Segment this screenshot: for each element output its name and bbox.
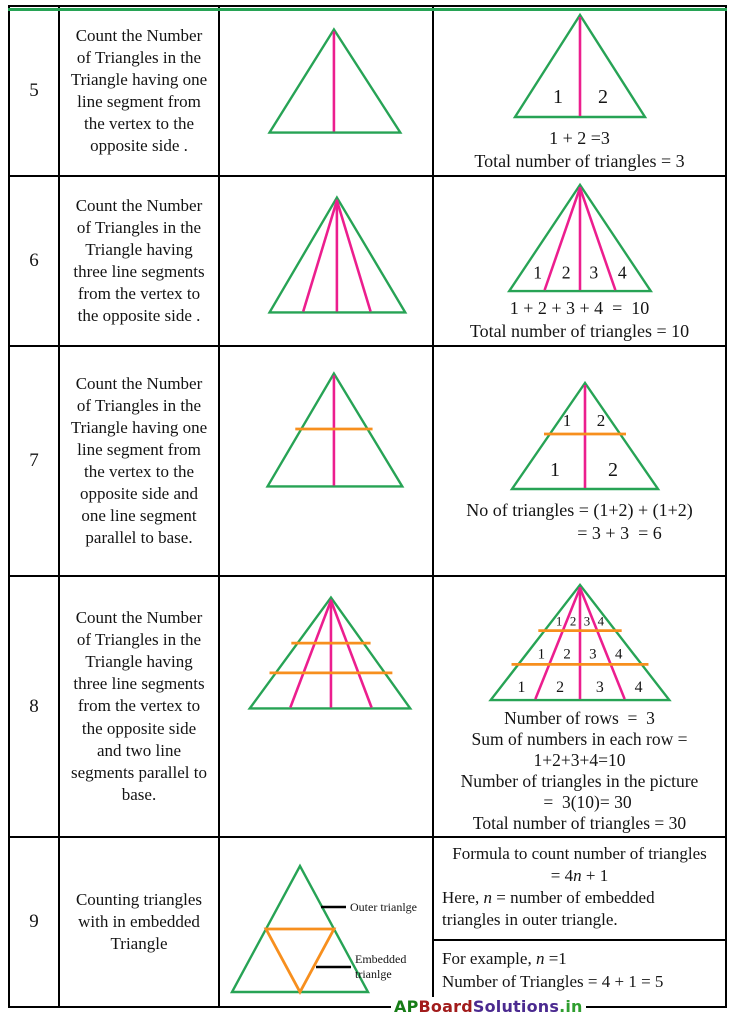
region-label: 1 [550, 459, 560, 481]
solution-cell: 1 2 1 2 No of triangles = (1+2) + (1+2) … [434, 347, 725, 575]
table-row-7: 7 Count the Number of Triangles in the T… [10, 347, 725, 577]
region-label: 3 [595, 679, 603, 696]
embedded-triangle-diagram: Outer trianlge Embedded trianlge [229, 863, 417, 995]
row-description: Count the Number of Triangles in the Tri… [60, 577, 220, 836]
region-label: 4 [597, 615, 604, 629]
solution-cell: 1 2 3 4 1 + 2 + 3 + 4 = 10 Total number … [434, 177, 725, 345]
region-label: 3 [589, 646, 596, 662]
diagram-cell [220, 7, 434, 175]
region-label: 1 [537, 646, 544, 662]
example-given: For example, n =1 [442, 949, 567, 968]
row-number: 9 [10, 838, 60, 1006]
triangle-one-cevian-diagram [267, 27, 403, 134]
example-result: Number of Triangles = 4 + 1 = 5 [442, 972, 664, 991]
table-row-9: 9 Counting triangles with in embedded Tr… [10, 838, 725, 1006]
table-row-5: 5 Count the Number of Triangles in the T… [10, 7, 725, 177]
solution-cell: Formula to count number of triangles = 4… [434, 838, 725, 1006]
region-label: 4 [617, 262, 626, 282]
region-label: 2 [598, 86, 608, 108]
row-description: Counting triangles with in embedded Tria… [60, 838, 220, 1006]
triangle-counting-table: 5 Count the Number of Triangles in the T… [8, 5, 727, 1008]
region-label: 3 [583, 615, 589, 629]
embedded-triangle-callout-label: trianlge [355, 967, 392, 981]
row-number: 8 [10, 577, 60, 836]
diagram-cell: Outer trianlge Embedded trianlge [220, 838, 434, 1006]
solution-count-label: Number of triangles in the picture [460, 771, 699, 791]
row-description: Count the Number of Triangles in the Tri… [60, 347, 220, 575]
watermark-board: Board [418, 997, 473, 1016]
region-label: 1 [553, 86, 563, 108]
solution-total: Total number of triangles = 3 [474, 151, 685, 171]
labeled-triangle-diagram: 1 2 3 4 1 2 3 4 1 2 3 4 [487, 583, 672, 702]
region-label: 2 [561, 262, 570, 282]
solution-total: Total number of triangles = 30 [472, 813, 687, 833]
solution-equation: 1 + 2 + 3 + 4 = 10 [509, 298, 650, 318]
watermark-solutions: Solutions [472, 997, 560, 1016]
solution-sum-equation: 1+2+3+4=10 [533, 750, 626, 770]
region-label: 2 [596, 411, 605, 430]
formula-title: Formula to count number of triangles [452, 844, 707, 863]
region-label: 2 [608, 459, 618, 481]
triangle-cevian-parallel-diagram [265, 371, 405, 488]
watermark-ap: AP [394, 997, 419, 1016]
row-number: 7 [10, 347, 60, 575]
labeled-triangle-diagram: 1 2 1 2 [509, 380, 660, 491]
triangle-three-cevians-two-parallels-diagram [247, 595, 413, 710]
formula-subcell: Formula to count number of triangles = 4… [434, 838, 725, 941]
solution-rows-count: Number of rows = 3 [504, 708, 655, 728]
solution-equation: No of triangles = (1+2) + (1+2) [466, 500, 693, 520]
watermark: APBoardSolutions.in [391, 997, 586, 1016]
solution-total: Total number of triangles = 10 [469, 321, 690, 341]
table-row-6: 6 Count the Number of Triangles in the T… [10, 177, 725, 347]
solution-count-equation: = 3(10)= 30 [543, 792, 632, 812]
region-label: 2 [563, 646, 570, 662]
solution-result: = 3 + 3 = 6 [577, 523, 662, 543]
triangle-three-cevians-diagram [267, 195, 408, 314]
green-divider-line [8, 8, 727, 11]
region-label: 1 [555, 615, 561, 629]
region-label: 1 [562, 411, 571, 430]
solution-sum-label: Sum of numbers in each row = [471, 729, 688, 749]
formula-note: Here, n = number of embedded triangles i… [442, 888, 655, 929]
row-number: 5 [10, 7, 60, 175]
labeled-triangle-diagram: 1 2 3 4 [506, 182, 653, 293]
solution-cell: 1 2 1 + 2 =3 Total number of triangles =… [434, 7, 725, 175]
row-description: Count the Number of Triangles in the Tri… [60, 7, 220, 175]
diagram-cell [220, 347, 434, 575]
diagram-cell [220, 577, 434, 836]
example-subcell: For example, n =1 Number of Triangles = … [434, 941, 725, 1006]
embedded-triangle-callout-label: Embedded [355, 952, 406, 966]
solution-equation: 1 + 2 =3 [549, 128, 610, 148]
labeled-triangle-diagram: 1 2 [512, 12, 647, 119]
region-label: 2 [569, 615, 575, 629]
formula-expression: = 4n + 1 [550, 866, 609, 885]
row-description: Count the Number of Triangles in the Tri… [60, 177, 220, 345]
watermark-tld: .in [559, 997, 583, 1016]
table-row-8: 8 Count the Number of Triangles in the T… [10, 577, 725, 838]
solution-cell: 1 2 3 4 1 2 3 4 1 2 3 4 Number of rows =… [434, 577, 725, 836]
diagram-cell [220, 177, 434, 345]
region-label: 2 [556, 679, 564, 696]
region-label: 4 [634, 679, 642, 696]
row-number: 6 [10, 177, 60, 345]
region-label: 1 [533, 262, 542, 282]
region-label: 1 [517, 679, 525, 696]
region-label: 3 [589, 262, 598, 282]
region-label: 4 [614, 646, 622, 662]
outer-triangle-callout-label: Outer trianlge [350, 900, 417, 914]
